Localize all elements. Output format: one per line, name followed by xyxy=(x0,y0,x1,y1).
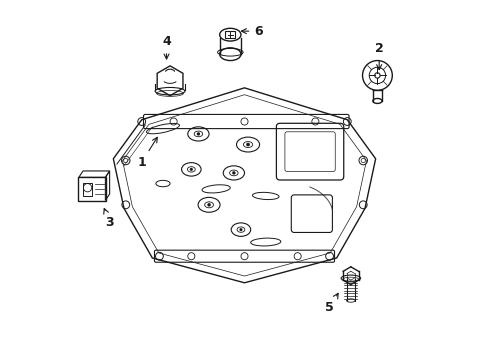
Circle shape xyxy=(189,168,192,171)
Bar xyxy=(225,31,235,38)
Circle shape xyxy=(245,143,249,147)
Circle shape xyxy=(196,132,200,136)
Circle shape xyxy=(207,203,210,207)
Text: 3: 3 xyxy=(103,208,114,229)
Bar xyxy=(82,183,92,196)
Text: 4: 4 xyxy=(162,35,170,59)
Text: 5: 5 xyxy=(325,293,337,314)
Circle shape xyxy=(239,228,242,231)
Text: 2: 2 xyxy=(374,42,383,69)
Circle shape xyxy=(232,171,235,175)
Text: 1: 1 xyxy=(137,137,157,169)
Text: 6: 6 xyxy=(241,24,263,38)
